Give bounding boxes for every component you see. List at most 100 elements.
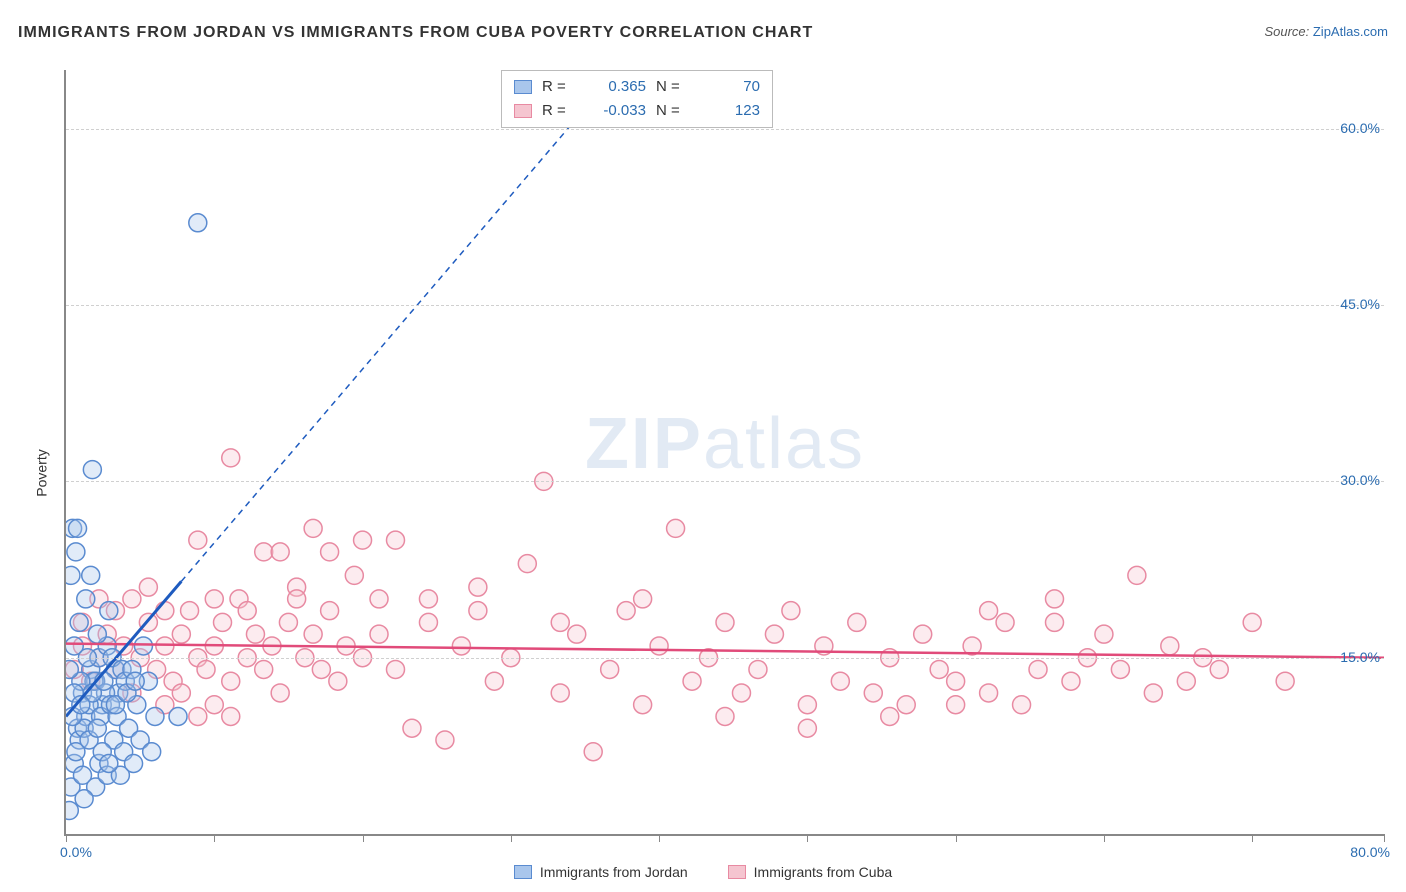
data-point (436, 731, 454, 749)
data-point (271, 543, 289, 561)
data-point (83, 461, 101, 479)
data-point (831, 672, 849, 690)
data-point (947, 672, 965, 690)
data-point (634, 696, 652, 714)
data-point (222, 672, 240, 690)
data-point (551, 684, 569, 702)
data-point (255, 543, 273, 561)
data-point (1013, 696, 1031, 714)
title-bar: IMMIGRANTS FROM JORDAN VS IMMIGRANTS FRO… (18, 24, 1388, 52)
x-tick-mark (66, 834, 67, 842)
data-point (1161, 637, 1179, 655)
data-point (452, 637, 470, 655)
y-tick-label: 15.0% (1340, 649, 1380, 665)
data-point (143, 743, 161, 761)
gridline (66, 305, 1384, 306)
scatter-plot-svg (66, 70, 1384, 834)
r-label: R = (542, 75, 576, 99)
data-point (304, 519, 322, 537)
gridline (66, 129, 1384, 130)
data-point (1144, 684, 1162, 702)
chart-container: Poverty ZIPatlas R =0.365N =70R =-0.033N… (18, 60, 1388, 886)
data-point (848, 613, 866, 631)
data-point (1243, 613, 1261, 631)
y-axis-label: Poverty (34, 449, 50, 496)
data-point (370, 625, 388, 643)
data-point (69, 519, 87, 537)
r-label: R = (542, 99, 576, 123)
data-point (172, 684, 190, 702)
data-point (181, 602, 199, 620)
data-point (321, 602, 339, 620)
data-point (370, 590, 388, 608)
data-point (947, 696, 965, 714)
legend-item: Immigrants from Cuba (728, 864, 892, 880)
r-value: 0.365 (586, 75, 646, 99)
trend-line-jordan-dashed (181, 70, 618, 581)
data-point (1177, 672, 1195, 690)
n-label: N = (656, 99, 690, 123)
data-point (469, 578, 487, 596)
data-point (88, 719, 106, 737)
data-point (387, 531, 405, 549)
n-value: 70 (700, 75, 760, 99)
series-swatch (514, 80, 532, 94)
data-point (66, 566, 80, 584)
source-label: Source: (1264, 24, 1312, 39)
data-point (568, 625, 586, 643)
data-point (354, 531, 372, 549)
data-point (1111, 660, 1129, 678)
data-point (67, 543, 85, 561)
data-point (683, 672, 701, 690)
r-value: -0.033 (586, 99, 646, 123)
data-point (222, 707, 240, 725)
data-point (864, 684, 882, 702)
gridline (66, 658, 1384, 659)
data-point (205, 590, 223, 608)
data-point (798, 719, 816, 737)
data-point (205, 696, 223, 714)
y-tick-label: 45.0% (1340, 296, 1380, 312)
data-point (914, 625, 932, 643)
data-point (156, 602, 174, 620)
data-point (288, 590, 306, 608)
data-point (100, 602, 118, 620)
data-point (650, 637, 668, 655)
data-point (77, 590, 95, 608)
data-point (345, 566, 363, 584)
data-point (1210, 660, 1228, 678)
data-point (551, 613, 569, 631)
data-point (403, 719, 421, 737)
series-swatch (514, 104, 532, 118)
data-point (246, 625, 264, 643)
data-point (126, 672, 144, 690)
source-attribution: Source: ZipAtlas.com (1264, 24, 1388, 39)
source-value: ZipAtlas.com (1313, 24, 1388, 39)
data-point (88, 625, 106, 643)
data-point (238, 602, 256, 620)
data-point (134, 637, 152, 655)
data-point (749, 660, 767, 678)
data-point (1029, 660, 1047, 678)
n-label: N = (656, 75, 690, 99)
data-point (1095, 625, 1113, 643)
data-point (312, 660, 330, 678)
data-point (601, 660, 619, 678)
x-tick-mark (1384, 834, 1385, 842)
stats-legend-box: R =0.365N =70R =-0.033N =123 (501, 70, 773, 128)
data-point (197, 660, 215, 678)
data-point (329, 672, 347, 690)
data-point (584, 743, 602, 761)
data-point (125, 754, 143, 772)
y-tick-label: 30.0% (1340, 472, 1380, 488)
data-point (1128, 566, 1146, 584)
data-point (304, 625, 322, 643)
data-point (980, 602, 998, 620)
data-point (189, 531, 207, 549)
x-tick-mark (807, 834, 808, 842)
data-point (897, 696, 915, 714)
data-point (634, 590, 652, 608)
stats-row: R =-0.033N =123 (514, 99, 760, 123)
legend-swatch (728, 865, 746, 879)
data-point (169, 707, 187, 725)
